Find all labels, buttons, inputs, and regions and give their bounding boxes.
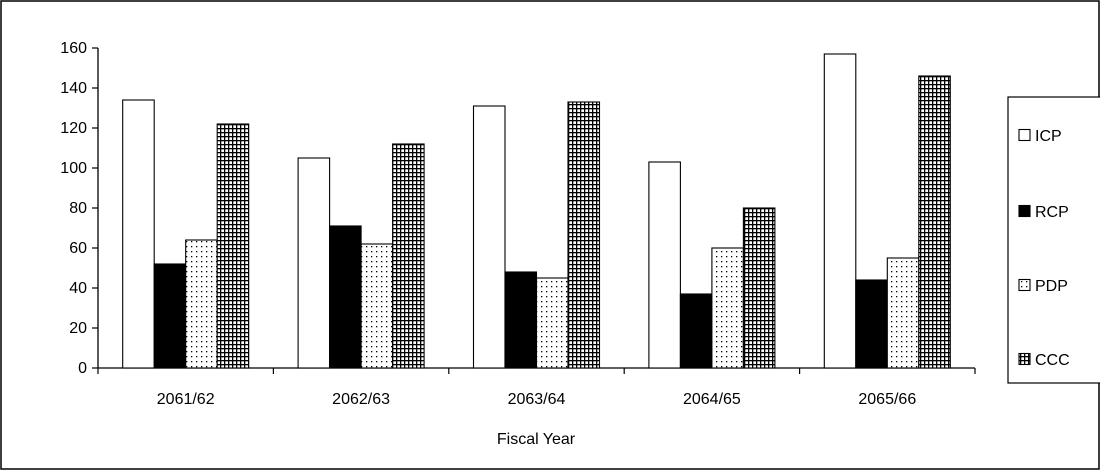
bars bbox=[122, 53, 951, 369]
y-tick-label: 160 bbox=[60, 40, 87, 57]
y-tick-label: 40 bbox=[69, 280, 87, 297]
legend-box bbox=[1007, 96, 1100, 384]
y-tick-label: 80 bbox=[69, 200, 87, 217]
legend-label-rcp: RCP bbox=[1035, 204, 1069, 221]
bar-rcp-4 bbox=[679, 293, 713, 369]
x-axis-title: Fiscal Year bbox=[497, 431, 576, 448]
x-tick-label: 2065/66 bbox=[858, 391, 916, 408]
bar-pdp-5 bbox=[886, 257, 920, 369]
y-tick-label: 120 bbox=[60, 120, 87, 137]
bar-rcp-3 bbox=[504, 271, 538, 369]
legend-swatch-pdp bbox=[1018, 278, 1031, 292]
bar-pdp-4 bbox=[711, 247, 744, 369]
bar-rcp-1 bbox=[153, 263, 187, 369]
y-tick-label: 0 bbox=[78, 360, 87, 377]
bar-ccc-4 bbox=[742, 207, 776, 369]
bar-icp-3 bbox=[472, 105, 506, 369]
legend-swatch-ccc bbox=[1018, 352, 1031, 366]
bar-rcp-5 bbox=[855, 279, 888, 369]
x-tick-label: 2064/65 bbox=[683, 391, 741, 408]
y-tick-label: 20 bbox=[69, 320, 87, 337]
bar-pdp-2 bbox=[360, 243, 394, 369]
legend-label-ccc: CCC bbox=[1035, 352, 1070, 369]
legend-swatch-icp bbox=[1018, 128, 1031, 142]
bar-ccc-1 bbox=[216, 123, 250, 369]
bar-ccc-2 bbox=[392, 143, 425, 369]
bar-icp-5 bbox=[823, 53, 857, 369]
legend-label-pdp: PDP bbox=[1035, 278, 1068, 295]
bar-rcp-2 bbox=[329, 225, 362, 369]
legend: ICP RCP PDP CCC bbox=[1007, 96, 1100, 384]
x-tick-label: 2061/62 bbox=[157, 391, 215, 408]
bar-ccc-5 bbox=[918, 75, 951, 369]
y-tick-label: 100 bbox=[60, 160, 87, 177]
y-axis: 0 20 40 60 80 100 120 140 160 bbox=[60, 40, 99, 377]
y-tick-label: 140 bbox=[60, 80, 87, 97]
legend-label-icp: ICP bbox=[1035, 128, 1062, 145]
bar-icp-2 bbox=[297, 157, 331, 369]
y-tick-label: 60 bbox=[69, 240, 87, 257]
bar-ccc-3 bbox=[567, 101, 601, 369]
x-tick-label: 2063/64 bbox=[508, 391, 566, 408]
legend-swatch-rcp bbox=[1018, 204, 1031, 218]
bar-icp-1 bbox=[122, 99, 155, 369]
bar-pdp-3 bbox=[535, 277, 569, 369]
x-tick-label: 2062/63 bbox=[332, 391, 390, 408]
bar-icp-4 bbox=[648, 161, 681, 369]
bar-pdp-1 bbox=[185, 239, 218, 369]
